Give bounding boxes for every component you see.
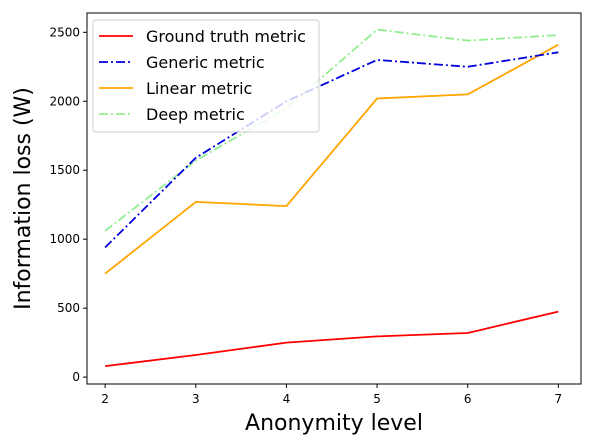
series-line-1 bbox=[104, 51, 559, 249]
legend: Ground truth metric Generic metric Linear … bbox=[92, 19, 320, 133]
y-axis-label: Information loss (W) bbox=[11, 87, 36, 310]
x-tick-label: 6 bbox=[464, 392, 472, 406]
series-layer bbox=[104, 28, 559, 367]
series-line-3 bbox=[104, 28, 559, 232]
series-line-2 bbox=[104, 43, 559, 275]
series-line-0 bbox=[104, 310, 559, 367]
x-tick-label: 2 bbox=[101, 392, 109, 406]
y-tick-label: 1000 bbox=[49, 232, 80, 246]
x-tick-label: 7 bbox=[555, 392, 563, 406]
legend-entry-3: Deep metric bbox=[146, 105, 245, 124]
y-tick-label: 2500 bbox=[49, 25, 80, 39]
x-tick-label: 4 bbox=[283, 392, 291, 406]
x-tick-label: 3 bbox=[192, 392, 200, 406]
legend-entry-0: Ground truth metric bbox=[146, 27, 306, 46]
legend-entry-1: Generic metric bbox=[146, 53, 265, 72]
axis-ticks: 2 3 4 5 6 7 0 500 1000 1500 2000 2500 bbox=[49, 25, 562, 406]
legend-entry-2: Linear metric bbox=[146, 79, 252, 98]
y-tick-label: 0 bbox=[72, 370, 80, 384]
legend-box bbox=[92, 19, 320, 133]
x-axis-label: Anonymity level bbox=[245, 411, 423, 436]
y-tick-label: 1500 bbox=[49, 163, 80, 177]
plot-area-frame bbox=[86, 12, 582, 385]
y-tick-label: 500 bbox=[57, 301, 80, 315]
y-tick-label: 2000 bbox=[49, 94, 80, 108]
x-tick-label: 5 bbox=[373, 392, 381, 406]
